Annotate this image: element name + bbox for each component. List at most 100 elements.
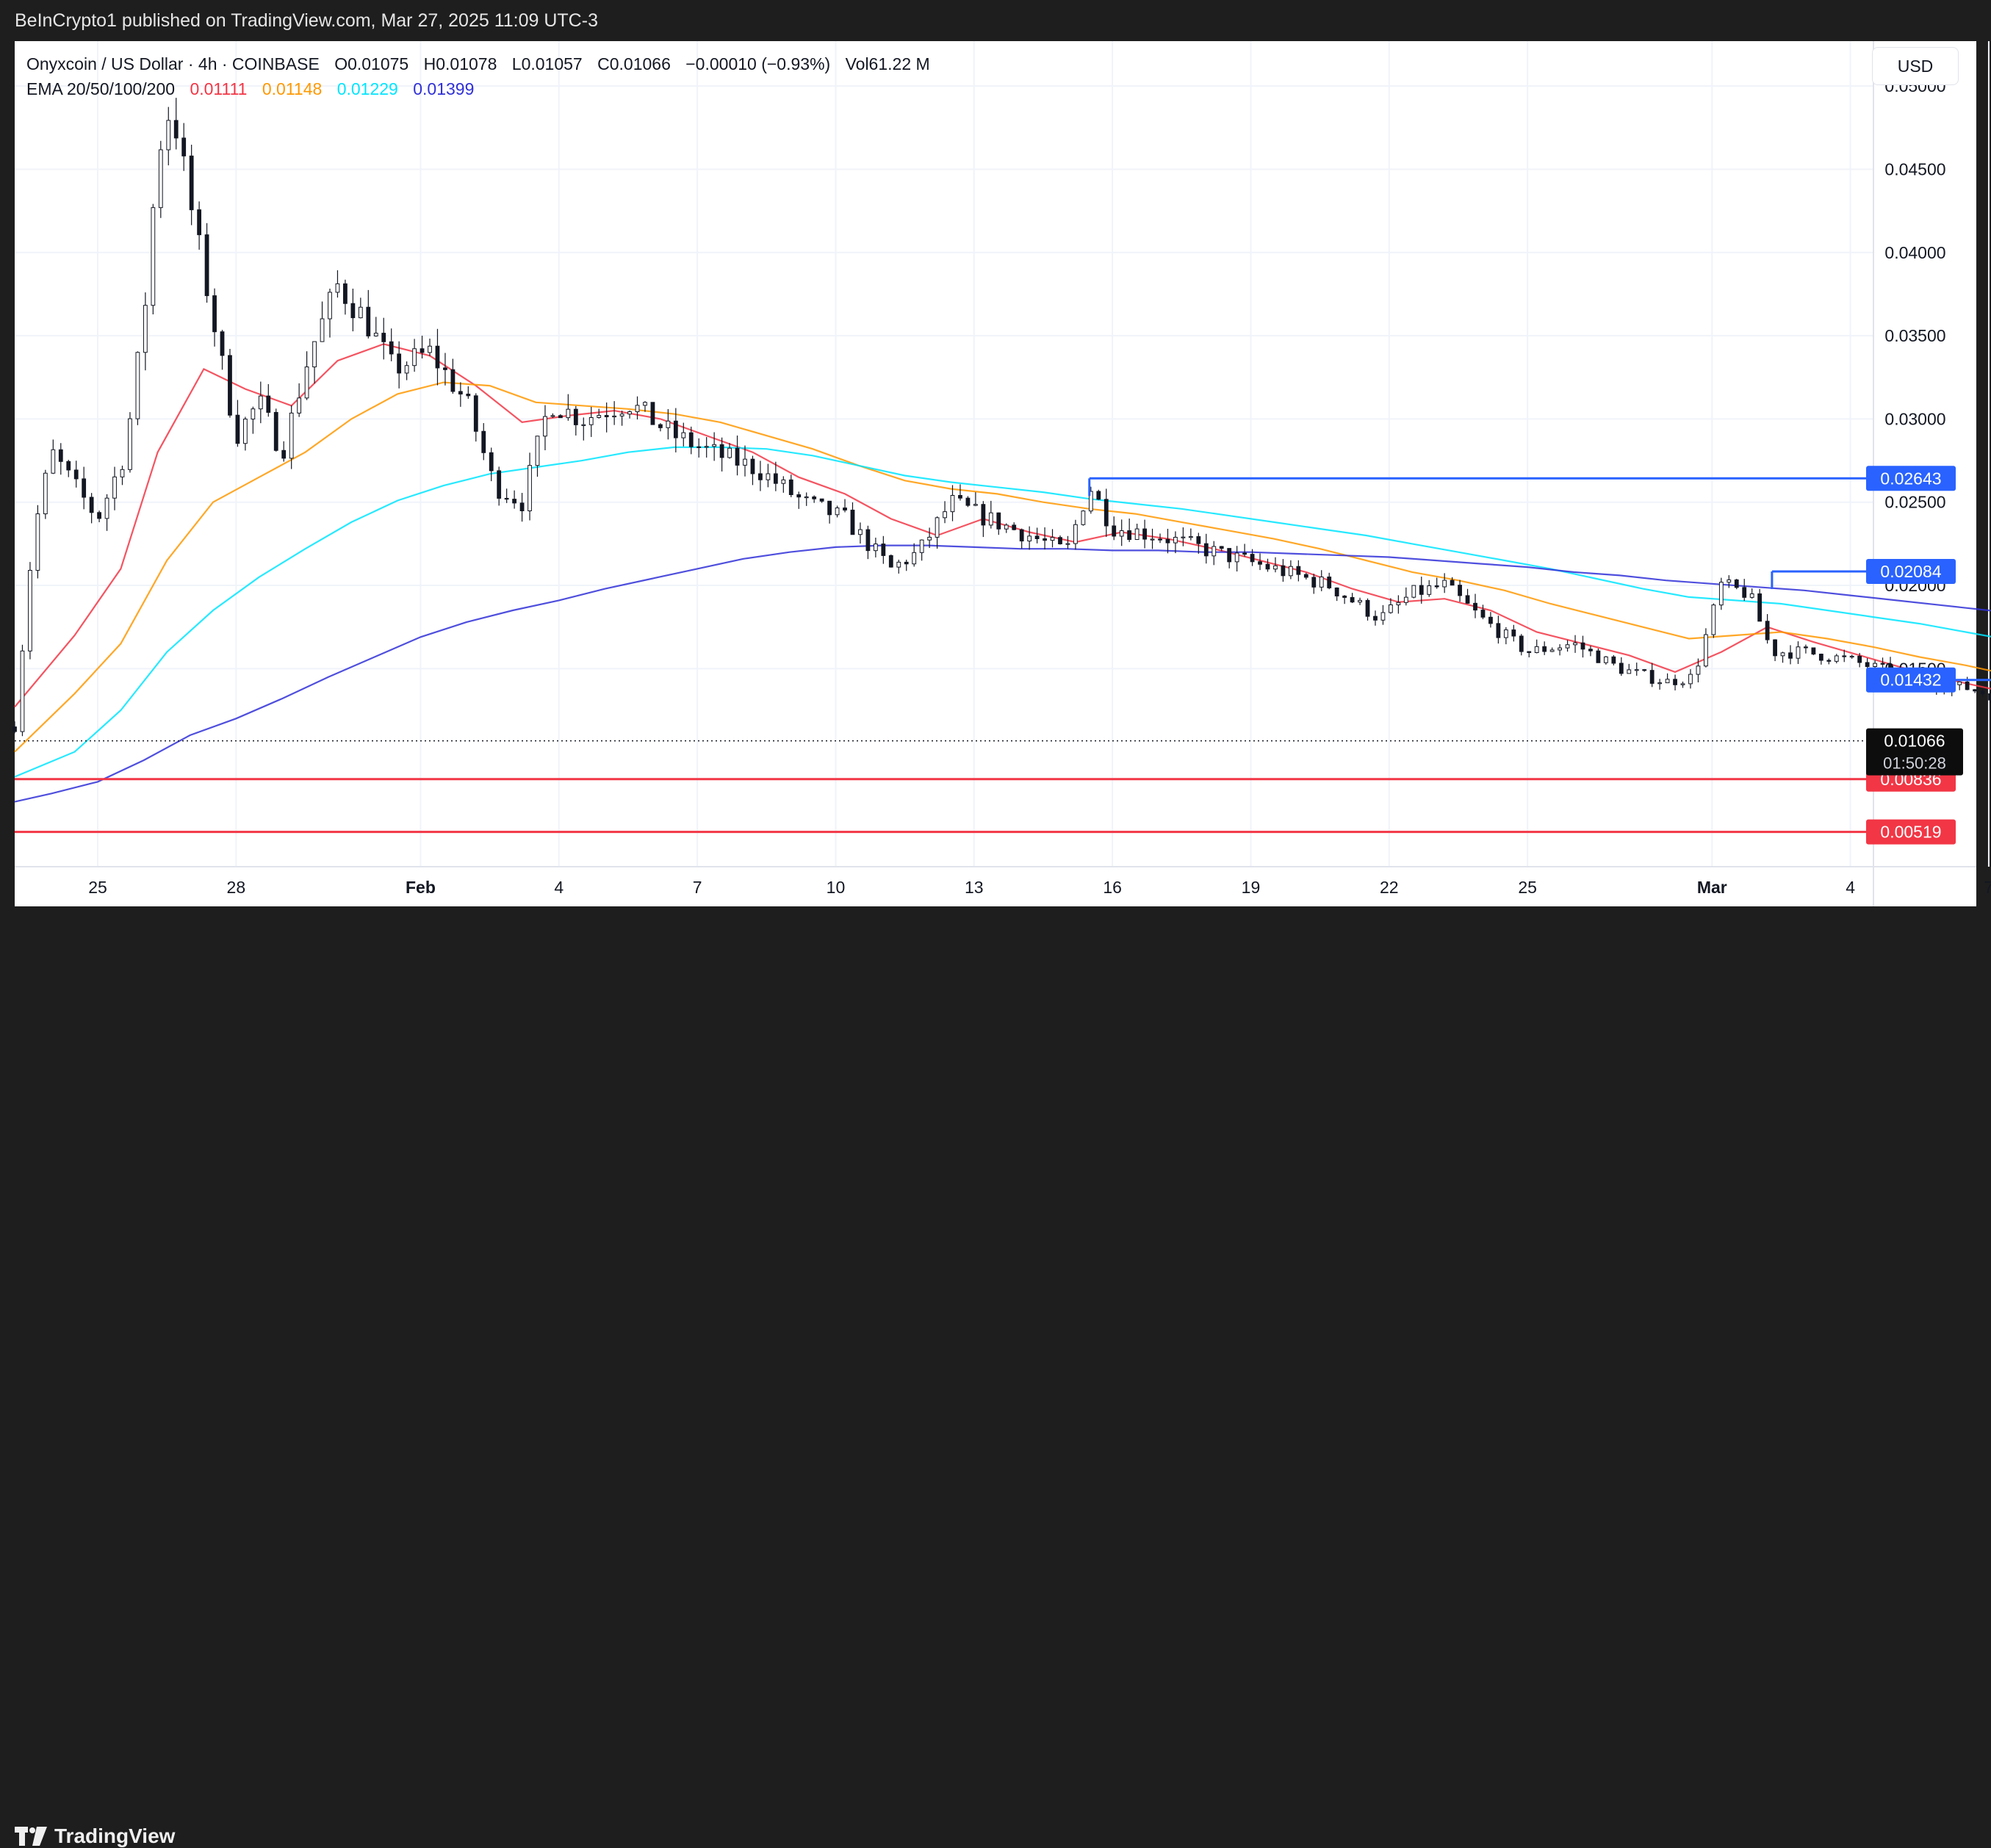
chart-legend: Onyxcoin / US Dollar · 4h · COINBASE O0.… — [26, 51, 930, 101]
level-tag-label: 0.02084 — [1880, 562, 1941, 581]
candle-body — [304, 367, 309, 399]
candle-body — [120, 469, 125, 477]
candle-body — [466, 394, 471, 397]
candle-body — [519, 502, 525, 512]
candle-body — [1027, 535, 1032, 542]
candle-body — [988, 512, 993, 526]
candle-body — [497, 470, 502, 499]
candle-body — [766, 473, 771, 480]
candle-body — [1258, 561, 1262, 565]
chart-panel[interactable] — [15, 41, 1976, 906]
x-tick-label: 7 — [1984, 878, 1991, 897]
candle-body — [865, 529, 871, 552]
candle-body — [104, 497, 109, 519]
candle-body — [666, 420, 671, 428]
candle-body — [135, 352, 140, 419]
candle-body — [1050, 537, 1055, 541]
candle-body — [1358, 599, 1362, 603]
candle-body — [935, 517, 940, 538]
candle-body — [1780, 652, 1785, 657]
high-value: H0.01078 — [423, 54, 497, 73]
candle-body — [1173, 536, 1178, 544]
candle-body — [235, 414, 240, 444]
candle-body — [1450, 580, 1455, 586]
candle-body — [1058, 537, 1062, 544]
candle-body — [528, 465, 532, 512]
candle-body — [1818, 654, 1823, 661]
change-value: −0.00010 (−0.93%) — [685, 54, 831, 73]
candle-body — [881, 544, 886, 556]
x-tick-label: 22 — [1380, 878, 1399, 897]
candle-body — [1765, 621, 1770, 640]
candle-body — [1119, 530, 1124, 537]
candle-body — [1565, 644, 1570, 649]
y-tick-label: 0.03500 — [1884, 326, 1945, 345]
y-axis: 0.050000.045000.040000.035000.030000.025… — [1884, 76, 1945, 678]
open-value: O0.01075 — [334, 54, 409, 73]
candle-body — [1019, 529, 1024, 542]
candle-body — [788, 479, 793, 496]
x-tick-label: 10 — [827, 878, 846, 897]
candle-body — [1796, 646, 1801, 659]
last-price-label: 0.01066 — [1884, 732, 1945, 751]
candle-body — [1880, 663, 1885, 665]
candle-body — [212, 295, 217, 333]
candle-body — [1588, 649, 1593, 652]
candle-body — [1542, 646, 1547, 652]
candle-body — [112, 476, 117, 499]
candle-body — [681, 432, 686, 438]
candle-body — [850, 509, 855, 535]
candle-body — [404, 365, 409, 374]
candle-body — [1427, 585, 1432, 595]
horizontal-levels — [15, 477, 1991, 834]
candle-body — [1281, 565, 1286, 577]
candle-body — [1611, 656, 1616, 664]
candle-body — [328, 292, 332, 320]
chart-grid — [15, 41, 1990, 867]
candle-body — [443, 367, 447, 370]
candle-body — [1342, 595, 1347, 598]
currency-button[interactable]: USD — [1872, 47, 1959, 85]
y-tick-label: 0.02500 — [1884, 493, 1945, 512]
candle-body — [927, 536, 932, 541]
last-price-tag-bg — [1866, 728, 1963, 776]
candle-body — [1112, 525, 1117, 537]
candle-body — [1642, 669, 1647, 671]
level-tag-bg — [1866, 667, 1956, 693]
candle-body — [458, 391, 463, 395]
candle-body — [735, 447, 740, 466]
tradingview-logo[interactable]: TradingView — [15, 1824, 175, 1848]
candle-body — [1465, 595, 1470, 604]
ohlc-row: Onyxcoin / US Dollar · 4h · COINBASE O0.… — [26, 51, 930, 76]
candle-body — [1849, 655, 1854, 658]
tradingview-logo-icon — [15, 1827, 47, 1846]
candle-body — [1804, 646, 1808, 649]
x-tick-label: 4 — [1846, 878, 1855, 897]
price-chart[interactable]: 0.050000.045000.040000.035000.030000.025… — [0, 0, 1991, 958]
candle-body — [943, 511, 947, 519]
volume-value: Vol61.22 M — [845, 54, 930, 73]
x-tick-label: 25 — [1518, 878, 1537, 897]
x-tick-label: 19 — [1242, 878, 1261, 897]
ema-line-ema50 — [14, 381, 1991, 753]
candle-body — [1365, 599, 1370, 617]
candle-body — [1549, 649, 1555, 652]
candle-body — [1519, 635, 1524, 652]
candle-body — [481, 430, 486, 453]
candle-body — [619, 414, 624, 416]
candle-body — [1288, 566, 1293, 577]
ema-label[interactable]: EMA 20/50/100/200 — [26, 79, 176, 98]
candle-body — [412, 348, 417, 367]
candle-body — [719, 444, 724, 458]
candle-body — [181, 137, 187, 156]
symbol-title[interactable]: Onyxcoin / US Dollar · 4h · COINBASE — [26, 54, 320, 73]
candle-body — [558, 415, 563, 419]
candle-body — [12, 726, 17, 732]
candle-body — [512, 499, 517, 504]
candle-body — [489, 452, 494, 472]
candle-body — [673, 420, 678, 438]
candle-body — [197, 209, 202, 236]
x-tick-label: Feb — [406, 878, 436, 897]
candle-body — [796, 494, 802, 498]
candle-body — [812, 496, 817, 499]
